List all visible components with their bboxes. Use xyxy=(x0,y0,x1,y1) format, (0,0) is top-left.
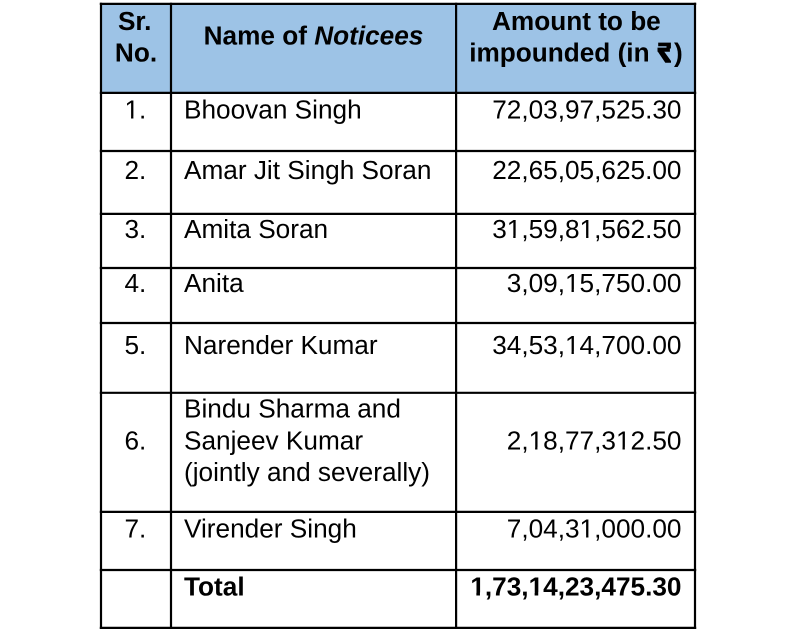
svg-text:Virender Singh: Virender Singh xyxy=(184,514,357,544)
svg-text:3.: 3. xyxy=(124,214,146,244)
svg-text:2.: 2. xyxy=(124,155,146,185)
svg-text:No.: No. xyxy=(115,38,157,68)
svg-text:): ) xyxy=(674,38,683,68)
svg-text:72,03,97,525.30: 72,03,97,525.30 xyxy=(492,95,681,125)
svg-text:Total: Total xyxy=(184,572,245,602)
svg-text:7.: 7. xyxy=(124,514,146,544)
svg-text:1,73,14,23,475.30: 1,73,14,23,475.30 xyxy=(470,572,681,602)
svg-text:Anita: Anita xyxy=(184,268,244,298)
svg-text:impounded (in: impounded (in xyxy=(469,38,649,68)
svg-text:Sr.: Sr. xyxy=(118,6,152,36)
svg-text:(jointly and severally): (jointly and severally) xyxy=(184,457,430,487)
svg-text:Name of Noticees: Name of Noticees xyxy=(204,20,424,50)
svg-text:Amount to be: Amount to be xyxy=(492,6,661,36)
svg-text:Bhoovan Singh: Bhoovan Singh xyxy=(184,95,362,125)
svg-text:3,09,15,750.00: 3,09,15,750.00 xyxy=(507,268,682,298)
svg-text:7,04,31,000.00: 7,04,31,000.00 xyxy=(507,514,682,544)
svg-text:Bindu Sharma and: Bindu Sharma and xyxy=(184,394,401,424)
svg-text:1.: 1. xyxy=(124,95,146,125)
svg-text:Sanjeev Kumar: Sanjeev Kumar xyxy=(184,425,363,455)
svg-text:34,53,14,700.00: 34,53,14,700.00 xyxy=(492,330,681,360)
svg-text:31,59,81,562.50: 31,59,81,562.50 xyxy=(492,214,681,244)
svg-text:22,65,05,625.00: 22,65,05,625.00 xyxy=(492,155,681,185)
svg-text:4.: 4. xyxy=(124,268,146,298)
svg-text:2,18,77,312.50: 2,18,77,312.50 xyxy=(507,425,682,455)
svg-text:5.: 5. xyxy=(124,330,146,360)
svg-text:6.: 6. xyxy=(124,425,146,455)
svg-text:Narender Kumar: Narender Kumar xyxy=(184,330,378,360)
svg-text:Amar Jit Singh Soran: Amar Jit Singh Soran xyxy=(184,155,431,185)
svg-text:Amita Soran: Amita Soran xyxy=(184,214,328,244)
